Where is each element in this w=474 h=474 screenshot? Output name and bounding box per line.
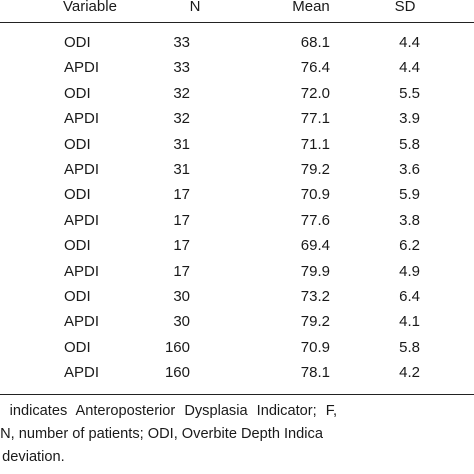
cell-n: 17: [173, 211, 190, 229]
header-n: N: [189, 0, 201, 15]
table-row: ODI 31 71.1 5.8: [0, 136, 474, 161]
footnote-line-1: DI indicates Anteroposterior Dysplasia I…: [0, 403, 338, 419]
cell-variable: ODI: [64, 338, 91, 356]
footnote-line-3: d deviation.: [0, 449, 65, 465]
cell-sd: 3.6: [399, 161, 420, 178]
table-row: APDI 32 77.1 3.9: [0, 110, 474, 135]
cell-sd: 3.9: [399, 110, 420, 128]
header-sd: SD: [394, 0, 416, 15]
cell-n: 160: [164, 338, 190, 356]
table-row: ODI 32 72.0 5.5: [0, 85, 474, 110]
cell-mean: 68.1: [300, 34, 330, 51]
header-mean: Mean: [292, 0, 330, 15]
table-row: APDI 160 78.1 4.2: [0, 364, 474, 389]
header-variable: Variable: [63, 0, 117, 15]
cell-n: 32: [173, 110, 190, 128]
cell-sd: 5.5: [399, 84, 420, 102]
cell-mean: 70.9: [300, 338, 330, 356]
table-row: ODI 17 70.9 5.9: [0, 186, 474, 211]
cell-mean: 73.2: [300, 288, 330, 305]
footnote-line-2: ; N, number of patients; ODI, Overbite D…: [0, 426, 323, 442]
table-row: APDI 31 79.2 3.6: [0, 161, 474, 186]
cell-sd: 4.4: [399, 59, 420, 77]
cell-variable: APDI: [64, 211, 100, 229]
cell-variable: ODI: [64, 84, 91, 102]
table-row: ODI 160 70.9 5.8: [0, 339, 474, 364]
table-row: ODI 33 68.1 4.4: [0, 34, 474, 59]
cell-mean: 71.1: [300, 135, 330, 153]
cell-n: 17: [173, 237, 190, 255]
cell-mean: 77.6: [300, 211, 330, 229]
cell-n: 32: [173, 84, 190, 102]
cell-variable: APDI: [64, 262, 100, 280]
cell-sd: 5.8: [399, 135, 420, 153]
cell-variable: APDI: [64, 313, 100, 331]
cell-sd: 4.9: [399, 262, 420, 280]
cell-mean: 79.9: [300, 262, 330, 280]
header-rule: [0, 22, 474, 23]
cell-mean: 70.9: [300, 186, 330, 204]
cell-n: 31: [173, 161, 190, 178]
cell-sd: 6.4: [399, 288, 420, 305]
cell-variable: ODI: [64, 186, 91, 204]
cell-n: 31: [173, 135, 190, 153]
cell-n: 160: [164, 364, 190, 382]
cell-sd: 3.8: [399, 211, 420, 229]
cell-mean: 77.1: [300, 110, 330, 128]
cell-variable: APDI: [64, 110, 100, 128]
table-footnote: DI indicates Anteroposterior Dysplasia I…: [0, 400, 474, 469]
cell-variable: ODI: [64, 237, 91, 255]
cell-variable: ODI: [64, 34, 91, 51]
table-row: APDI 33 76.4 4.4: [0, 59, 474, 84]
cell-n: 30: [173, 288, 190, 305]
cell-mean: 79.2: [300, 313, 330, 331]
table-bottom-rule: [0, 394, 474, 395]
cell-sd: 5.8: [399, 338, 420, 356]
cell-sd: 4.4: [399, 34, 420, 51]
cell-n: 17: [173, 186, 190, 204]
cell-sd: 6.2: [399, 237, 420, 255]
table-row: APDI 17 79.9 4.9: [0, 263, 474, 288]
table-row: ODI 17 69.4 6.2: [0, 237, 474, 262]
cell-sd: 4.2: [399, 364, 420, 382]
table-row: APDI 17 77.6 3.8: [0, 212, 474, 237]
cell-variable: ODI: [64, 135, 91, 153]
cell-variable: APDI: [64, 364, 100, 382]
cell-n: 30: [173, 313, 190, 331]
table-row: APDI 30 79.2 4.1: [0, 313, 474, 338]
cell-n: 33: [173, 59, 190, 77]
cell-sd: 4.1: [399, 313, 420, 331]
cell-mean: 76.4: [300, 59, 330, 77]
cell-variable: ODI: [64, 288, 91, 305]
cell-mean: 69.4: [300, 237, 330, 255]
cell-variable: APDI: [64, 161, 100, 178]
cell-mean: 78.1: [300, 364, 330, 382]
cell-variable: APDI: [64, 59, 100, 77]
table-header-row: Variable N Mean SD: [0, 0, 474, 22]
cell-sd: 5.9: [399, 186, 420, 204]
cell-mean: 72.0: [300, 84, 330, 102]
cell-mean: 79.2: [300, 161, 330, 178]
table-row: ODI 30 73.2 6.4: [0, 288, 474, 313]
cell-n: 33: [173, 34, 190, 51]
cell-n: 17: [173, 262, 190, 280]
